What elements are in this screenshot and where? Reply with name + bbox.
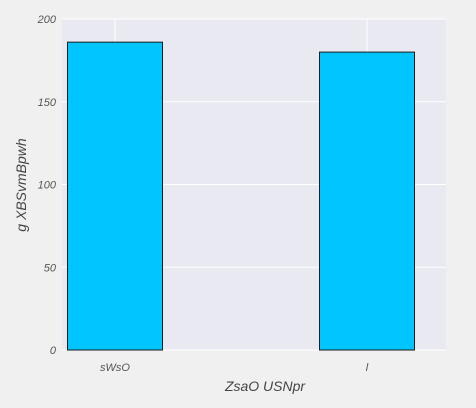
- y-tick-label: 0: [50, 345, 57, 357]
- y-tick-label: 150: [38, 97, 57, 109]
- y-tick-label: 100: [38, 180, 57, 192]
- y-tick-label: 200: [37, 14, 57, 26]
- x-axis-label: ZsaO USNpr: [224, 378, 306, 394]
- bar-sWsO: [67, 41, 163, 351]
- x-tick-label: sWsO: [100, 362, 130, 374]
- x-axis-ticks: sWsO l: [100, 362, 369, 374]
- bars: [67, 41, 415, 351]
- y-axis-label: g XBSvmBpwh: [13, 138, 29, 232]
- x-tick-label: l: [366, 362, 369, 374]
- y-tick-label: 50: [44, 262, 57, 274]
- bar-l: [319, 51, 415, 351]
- y-axis-ticks: 0 50 100 150 200: [37, 14, 57, 357]
